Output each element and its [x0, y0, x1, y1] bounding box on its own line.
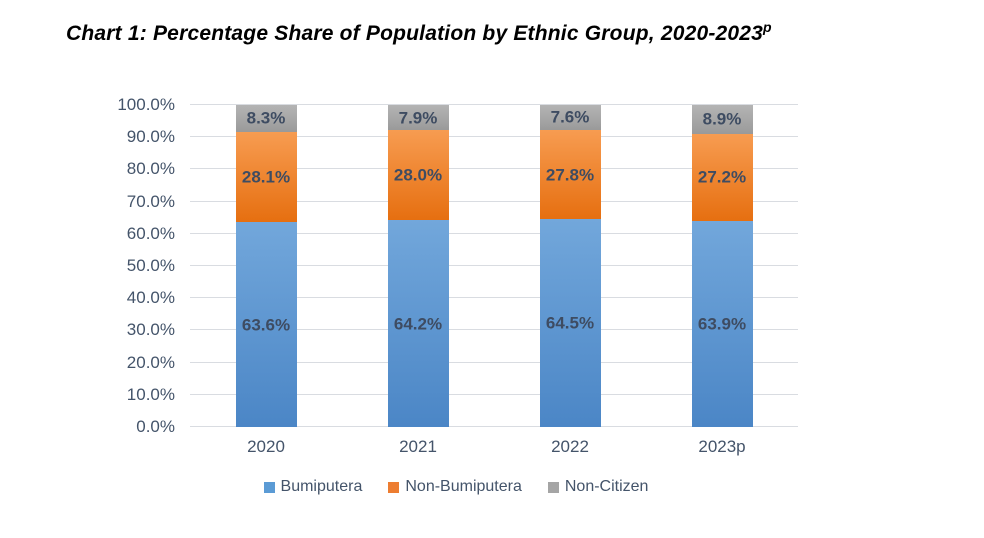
data-label: 63.6%	[241, 315, 291, 335]
y-axis-tick-label: 80.0%	[126, 159, 175, 179]
x-axis: 2020 2021 2022 2023p	[190, 437, 798, 459]
legend-item-bumiputera: Bumiputera	[263, 478, 363, 496]
data-label: 8.3%	[246, 108, 286, 128]
gridline	[190, 200, 798, 202]
gridline	[190, 361, 798, 363]
legend-swatch-icon	[263, 481, 275, 493]
y-axis: 0.0% 10.0% 20.0% 30.0% 40.0% 50.0% 60.0% 70.0% 8…	[0, 95, 175, 436]
legend-label: Non-Bumiputera	[405, 478, 522, 495]
data-label: 7.9%	[398, 108, 438, 128]
data-label: 63.9%	[697, 314, 747, 334]
y-axis-tick-label: 70.0%	[126, 191, 175, 211]
x-axis-category-label: 2021	[399, 437, 437, 456]
bar-2022: 64.5% 27.8% 7.6%	[539, 105, 601, 427]
data-label: 27.8%	[545, 165, 595, 185]
bar-2020: 63.6% 28.1% 8.3%	[235, 105, 297, 427]
y-axis-tick-label: 50.0%	[126, 256, 175, 275]
legend-item-non-citizen: Non-Citizen	[547, 478, 649, 496]
data-label: 64.2%	[393, 314, 443, 334]
bar-segment-non-citizen: 8.3%	[235, 105, 297, 132]
bar-segment-non-bumiputera: 28.0%	[387, 130, 449, 221]
plot-area: 63.6% 28.1% 8.3% 64.2% 28.0% 7.9% 64.5% 27.8% 7.…	[190, 104, 798, 427]
gridline	[190, 232, 798, 234]
bar-segment-bumiputera: 64.5%	[539, 219, 601, 427]
chart-title: Chart 1: Percentage Share of Population …	[66, 19, 772, 46]
legend-swatch-icon	[388, 481, 400, 493]
chart-legend: Bumiputera Non-Bumiputera Non-Citizen	[0, 478, 912, 496]
chart-title-text: Chart 1: Percentage Share of Population …	[66, 22, 764, 45]
bar-2021: 64.2% 28.0% 7.9%	[387, 105, 449, 427]
data-label: 7.6%	[550, 107, 590, 127]
gridline	[190, 297, 798, 299]
legend-swatch-icon	[547, 481, 559, 493]
x-axis-category-label: 2022	[551, 437, 589, 456]
x-axis-category-label: 2020	[247, 437, 285, 456]
gridline	[190, 136, 798, 138]
bar-segment-bumiputera: 63.6%	[235, 222, 297, 427]
y-axis-tick-label: 0.0%	[136, 417, 175, 436]
gridline	[190, 168, 798, 170]
legend-item-non-bumiputera: Non-Bumiputera	[388, 478, 522, 496]
gridline	[190, 329, 798, 331]
y-axis-tick-label: 20.0%	[126, 352, 175, 372]
x-axis-category-label: 2023p	[698, 437, 746, 456]
gridline	[190, 104, 798, 105]
bar-segment-non-citizen: 7.6%	[539, 105, 601, 130]
data-label: 28.0%	[393, 165, 443, 185]
bar-segment-non-citizen: 8.9%	[691, 105, 753, 134]
gridline	[190, 426, 798, 427]
chart-title-superscript: p	[763, 19, 772, 35]
bar-segment-non-bumiputera: 28.1%	[235, 131, 297, 223]
y-axis-tick-label: 90.0%	[126, 127, 175, 147]
bar-segment-bumiputera: 63.9%	[691, 221, 753, 427]
data-label: 27.2%	[697, 167, 747, 187]
y-axis-tick-label: 40.0%	[126, 288, 175, 308]
bar-2023p: 63.9% 27.2% 8.9%	[691, 105, 753, 427]
gridline	[190, 265, 798, 266]
data-label: 8.9%	[702, 109, 742, 129]
bar-segment-non-bumiputera: 27.8%	[539, 129, 601, 220]
y-axis-tick-label: 30.0%	[126, 320, 175, 340]
legend-label: Bumiputera	[280, 478, 363, 495]
bar-segment-non-bumiputera: 27.2%	[691, 133, 753, 222]
y-axis-tick-label: 60.0%	[126, 223, 175, 243]
data-label: 64.5%	[545, 313, 595, 333]
bar-segment-non-citizen: 7.9%	[387, 105, 449, 131]
legend-label: Non-Citizen	[564, 478, 649, 495]
gridline	[190, 393, 798, 395]
y-axis-tick-label: 10.0%	[126, 384, 175, 404]
data-label: 28.1%	[241, 167, 291, 187]
bar-segment-bumiputera: 64.2%	[387, 220, 449, 427]
y-axis-tick-label: 100.0%	[117, 95, 175, 114]
